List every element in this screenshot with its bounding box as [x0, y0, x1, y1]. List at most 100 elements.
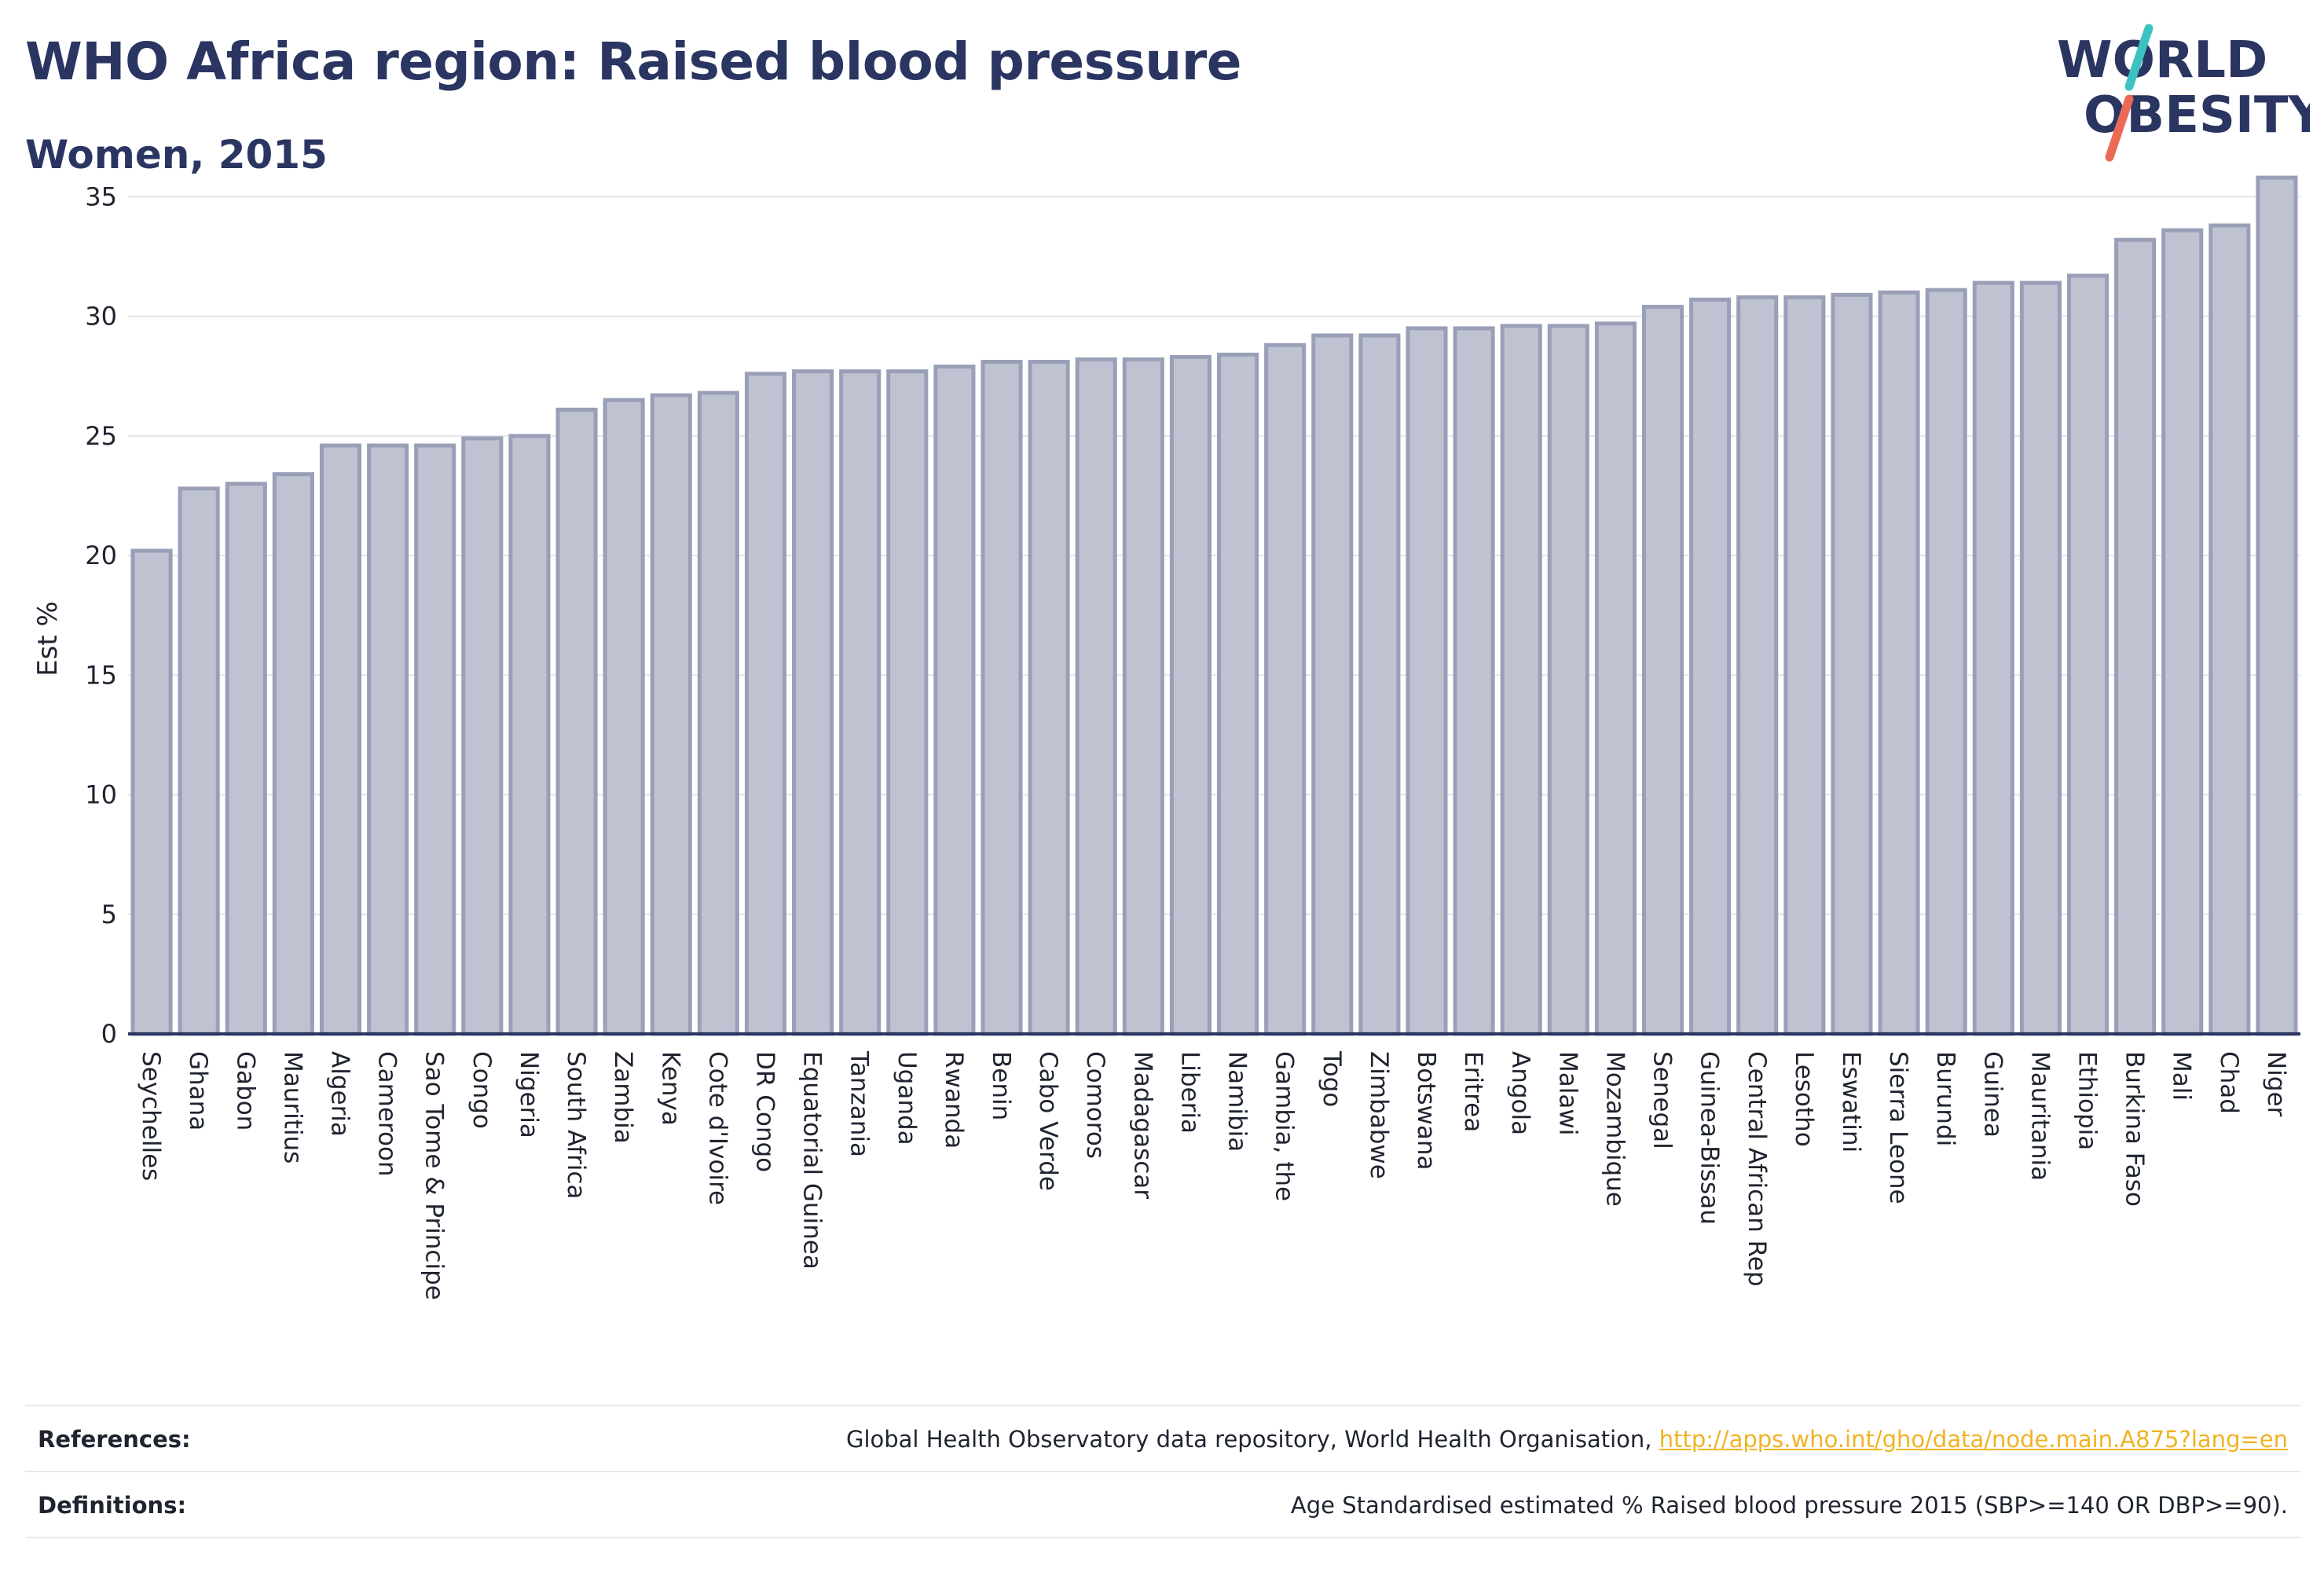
y-axis-title: Est % [32, 601, 64, 676]
bar[interactable] [508, 434, 551, 1036]
bar[interactable] [981, 360, 1023, 1036]
bar[interactable] [792, 369, 834, 1036]
bar[interactable] [1547, 324, 1589, 1036]
bar[interactable] [839, 369, 882, 1036]
bar[interactable] [697, 390, 739, 1036]
x-tick-label: Senegal [1648, 1051, 1677, 1149]
chart-title: WHO Africa region: Raised blood pressure [25, 31, 1242, 92]
bar[interactable] [272, 472, 314, 1036]
bar[interactable] [886, 369, 929, 1036]
bar[interactable] [319, 443, 362, 1036]
bar[interactable] [603, 398, 645, 1036]
x-tick-label: Cote d'Ivoire [703, 1051, 731, 1205]
bar[interactable] [1500, 324, 1542, 1036]
x-tick-label: Burundi [1931, 1051, 1959, 1146]
bar[interactable] [650, 393, 692, 1036]
bar[interactable] [1122, 357, 1164, 1036]
x-tick-label: Malawi [1553, 1051, 1582, 1135]
bar[interactable] [1453, 326, 1495, 1036]
x-tick-label: Cabo Verde [1034, 1051, 1062, 1191]
x-tick-label: Congo [467, 1051, 496, 1129]
bar[interactable] [1217, 352, 1259, 1036]
bar[interactable] [1736, 295, 1779, 1036]
bar[interactable] [461, 436, 504, 1036]
bar[interactable] [367, 443, 409, 1036]
bar[interactable] [1358, 333, 1401, 1036]
bar[interactable] [225, 482, 267, 1036]
bar[interactable] [1641, 304, 1684, 1036]
x-tick-label: Seychelles [137, 1051, 165, 1181]
bar[interactable] [1925, 288, 1967, 1036]
bar[interactable] [555, 407, 598, 1036]
y-tick-label: 30 [85, 302, 117, 332]
references-label: References: [38, 1426, 191, 1453]
x-tick-label: Angola [1506, 1051, 1534, 1135]
logo-slash-teal [2124, 24, 2154, 91]
world-obesity-logo: WORLD OBESITY [2057, 24, 2310, 162]
bar[interactable] [2066, 273, 2110, 1036]
bar[interactable] [1783, 295, 1826, 1036]
bar[interactable] [1311, 333, 1354, 1036]
x-tick-label: Benin [987, 1051, 1015, 1120]
x-tick-label: Togo [1318, 1050, 1346, 1107]
bar[interactable] [130, 548, 173, 1036]
x-tick-label: South Africa [562, 1051, 590, 1199]
bar[interactable] [414, 443, 456, 1036]
x-axis-labels: Seychelles Ghana Gabon Mauritius Algeria Came… [137, 1050, 2290, 1300]
bar[interactable] [1689, 297, 1732, 1036]
bar[interactable] [178, 486, 220, 1036]
x-tick-label: Comoros [1081, 1051, 1109, 1159]
x-tick-label: Madagascar [1128, 1051, 1157, 1199]
x-tick-label: Guinea-Bissau [1695, 1051, 1724, 1225]
y-tick-label: 25 [85, 421, 117, 451]
y-axis-ticks: 0 5 10 15 20 25 30 35 [85, 181, 117, 1049]
x-tick-label: Chad [2215, 1051, 2243, 1114]
chart-subtitle: Women, 2015 [25, 132, 328, 178]
x-tick-label: Central African Rep [1743, 1051, 1771, 1287]
bar[interactable] [2256, 175, 2298, 1036]
x-tick-label: Nigeria [515, 1051, 543, 1138]
x-tick-label: Namibia [1223, 1051, 1252, 1152]
y-tick-label: 0 [101, 1019, 117, 1049]
x-tick-label: Zimbabwe [1365, 1051, 1393, 1179]
x-tick-label: Mauritius [278, 1051, 306, 1164]
logo-slash-coral [2105, 94, 2134, 162]
bar[interactable] [1406, 326, 1448, 1036]
definitions-text: Age Standardised estimated % Raised bloo… [1290, 1492, 2288, 1519]
references-link[interactable]: http://apps.who.int/gho/data/node.main.A… [1659, 1426, 2288, 1453]
bar[interactable] [1878, 290, 1920, 1036]
bars-group [130, 175, 2298, 1036]
x-tick-label: Burkina Faso [2121, 1051, 2149, 1207]
bar[interactable] [2209, 223, 2251, 1036]
bar[interactable] [933, 365, 976, 1036]
bar[interactable] [1075, 357, 1117, 1036]
definitions-label: Definitions: [38, 1492, 187, 1519]
bar[interactable] [1972, 280, 2014, 1036]
y-tick-label: 20 [85, 541, 117, 570]
bar[interactable] [2161, 228, 2204, 1036]
bar-chart: 0 5 10 15 20 25 30 35 Seychelles Ghana Gabon Mauri… [32, 175, 2300, 1300]
x-tick-label: Gambia, the [1270, 1051, 1299, 1201]
references-row: References: Global Health Observatory da… [25, 1405, 2300, 1472]
x-tick-label: Ghana [184, 1051, 212, 1131]
x-tick-label: Cameroon [373, 1051, 401, 1177]
bar[interactable] [2114, 237, 2157, 1036]
bar[interactable] [1831, 292, 1873, 1036]
x-tick-label: Gabon [231, 1051, 259, 1131]
x-tick-label: Ethiopia [2073, 1051, 2102, 1150]
x-tick-label: Mauritania [2025, 1051, 2054, 1181]
x-tick-label: Lesotho [1790, 1051, 1818, 1147]
y-tick-label: 35 [85, 181, 117, 211]
bar[interactable] [1594, 321, 1637, 1036]
references-text: Global Health Observatory data repositor… [845, 1426, 1659, 1453]
x-tick-label: Eswatini [1837, 1051, 1865, 1153]
bar[interactable] [744, 372, 787, 1036]
bar[interactable] [2019, 280, 2062, 1036]
x-tick-label: Liberia [1175, 1051, 1204, 1134]
references-text-wrap: Global Health Observatory data repositor… [846, 1426, 2300, 1453]
bar[interactable] [1264, 343, 1307, 1036]
bar[interactable] [1028, 360, 1070, 1036]
x-tick-label: Mozambique [1600, 1051, 1629, 1207]
bar[interactable] [1169, 354, 1211, 1036]
y-tick-label: 10 [85, 780, 117, 810]
